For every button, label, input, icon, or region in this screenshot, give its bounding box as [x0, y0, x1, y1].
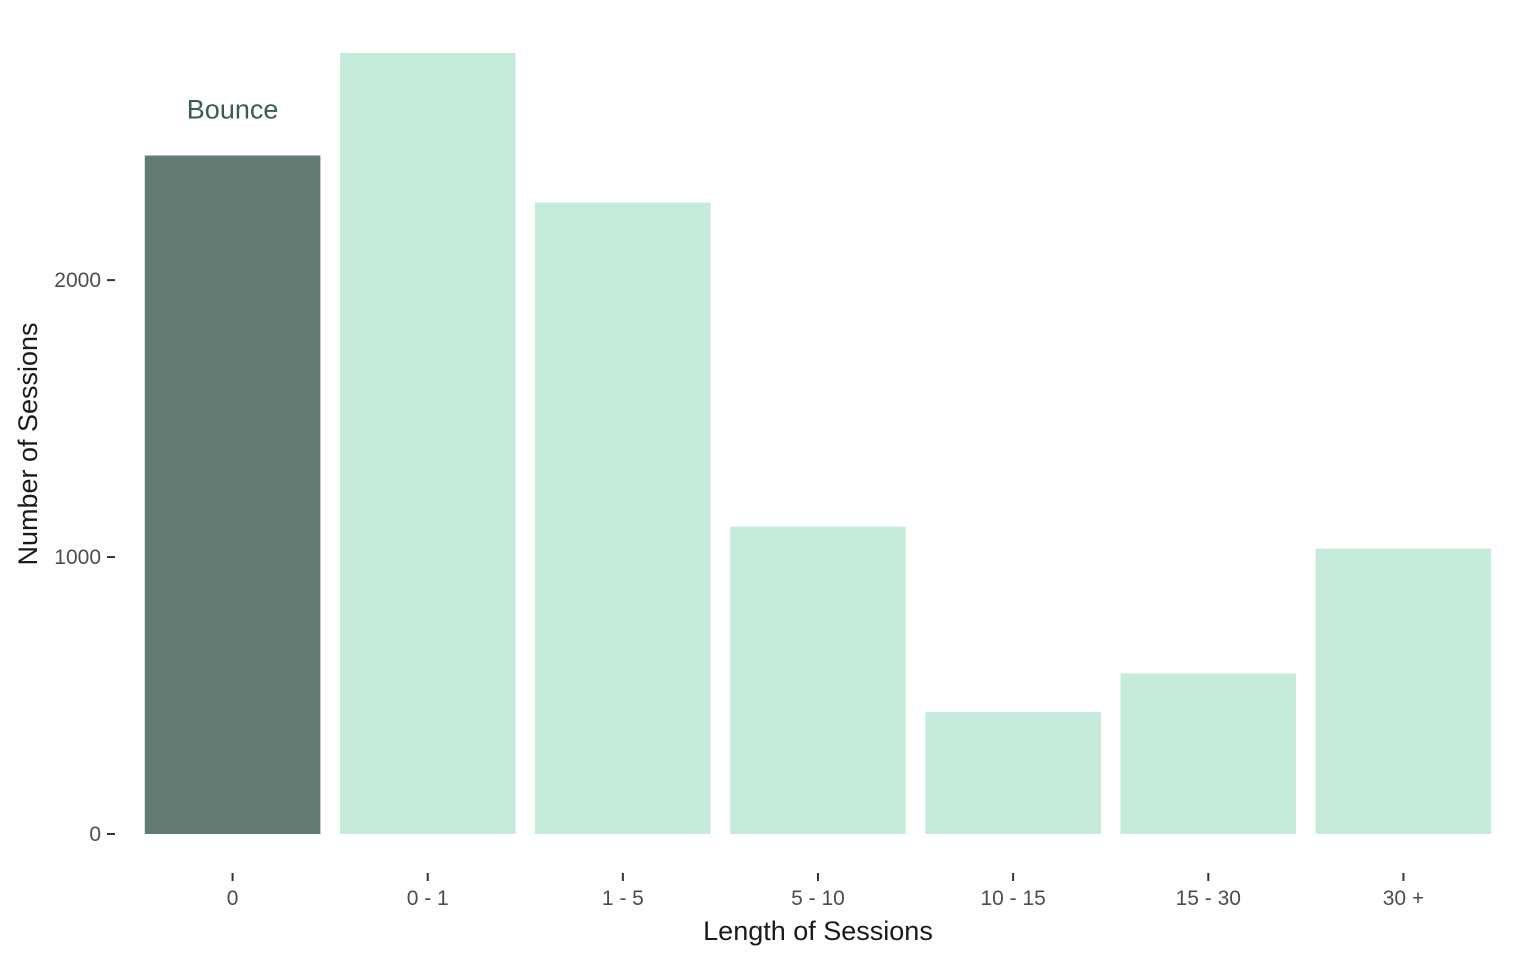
y-tick-label-0: 0	[89, 823, 101, 846]
x-tick-label-6: 30 +	[1383, 887, 1424, 910]
y-tick-label-2: 2000	[54, 269, 101, 292]
x-tick-label-4: 10 - 15	[980, 887, 1045, 910]
bar-3	[730, 526, 906, 834]
bar-5	[1120, 673, 1297, 834]
bounce-annotation: Bounce	[187, 95, 279, 125]
bar-1	[339, 53, 516, 834]
x-tick-label-5: 15 - 30	[1176, 887, 1241, 910]
bar-2	[535, 202, 711, 835]
y-tick-label-1: 1000	[54, 546, 101, 569]
y-axis-title: Number of Sessions	[13, 322, 43, 565]
x-axis-title: Length of Sessions	[703, 916, 933, 946]
x-tick-label-2: 1 - 5	[602, 887, 644, 910]
bar-4	[925, 712, 1101, 834]
x-tick-label-0: 0	[227, 887, 239, 910]
x-axis: 0 0 - 1 1 - 5 5 - 10 10 - 15 15 - 30 30 +	[227, 873, 1424, 910]
bars-group	[144, 53, 1492, 835]
bar-0	[144, 155, 321, 834]
x-tick-label-1: 0 - 1	[407, 887, 449, 910]
y-axis: 0 1000 2000	[54, 269, 115, 846]
bar-6	[1315, 548, 1492, 834]
x-tick-label-3: 5 - 10	[791, 887, 845, 910]
